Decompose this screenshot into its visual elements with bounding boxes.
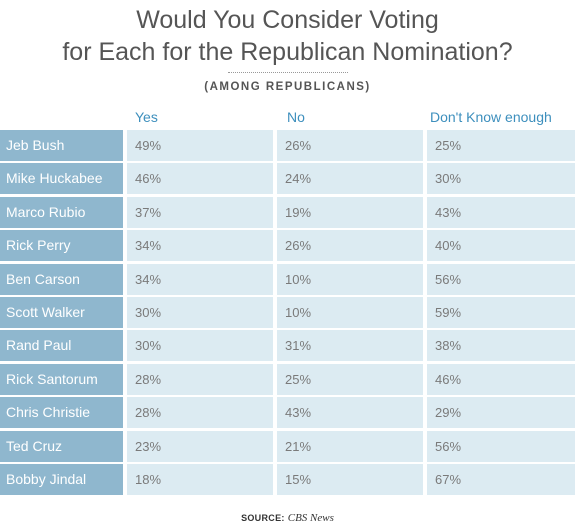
candidate-name-cell: Rick Perry — [0, 230, 123, 262]
yes-value-cell: 49% — [127, 130, 273, 161]
no-value-cell: 26% — [277, 130, 423, 161]
no-value-cell: 19% — [277, 196, 423, 228]
table-row: Rick Santorum 28% 25% 46% — [0, 363, 575, 395]
table-row: Ben Carson 34% 10% 56% — [0, 263, 575, 295]
table-row: Mike Huckabee 46% 24% 30% — [0, 163, 575, 195]
chart-title-line-2: for Each for the Republican Nomination? — [62, 38, 513, 66]
candidate-name-cell: Bobby Jindal — [0, 463, 123, 495]
no-value-cell: 43% — [277, 397, 423, 429]
yes-value-cell: 18% — [127, 463, 273, 495]
yes-value-cell: 23% — [127, 430, 273, 462]
dont-know-value-cell: 46% — [427, 363, 575, 395]
results-table: Jeb Bush 49% 26% 25% Mike Huckabee 46% 24% 30% M… — [0, 130, 575, 497]
no-value-cell: 26% — [277, 230, 423, 262]
table-row: Bobby Jindal 18% 15% 67% — [0, 463, 575, 495]
no-value-cell: 31% — [277, 330, 423, 362]
table-row: Marco Rubio 37% 19% 43% — [0, 196, 575, 228]
candidate-name-cell: Ted Cruz — [0, 430, 123, 462]
chart-title: Would You Consider Voting for Each for t… — [0, 4, 575, 68]
dont-know-value-cell: 40% — [427, 230, 575, 262]
no-value-cell: 24% — [277, 163, 423, 195]
no-value-cell: 15% — [277, 463, 423, 495]
dont-know-value-cell: 30% — [427, 163, 575, 195]
dont-know-value-cell: 59% — [427, 296, 575, 328]
column-header-dont-know: Don't Know enough — [430, 109, 552, 125]
dont-know-value-cell: 29% — [427, 397, 575, 429]
yes-value-cell: 46% — [127, 163, 273, 195]
yes-value-cell: 34% — [127, 263, 273, 295]
title-divider — [228, 72, 348, 73]
candidate-name-cell: Jeb Bush — [0, 130, 123, 161]
source-value: CBS News — [287, 512, 334, 524]
dont-know-value-cell: 67% — [427, 463, 575, 495]
candidate-name-cell: Chris Christie — [0, 397, 123, 429]
no-value-cell: 10% — [277, 296, 423, 328]
no-value-cell: 21% — [277, 430, 423, 462]
yes-value-cell: 37% — [127, 196, 273, 228]
yes-value-cell: 30% — [127, 296, 273, 328]
source-label: SOURCE: — [241, 513, 285, 523]
no-value-cell: 10% — [277, 263, 423, 295]
candidate-name-cell: Ben Carson — [0, 263, 123, 295]
candidate-name-cell: Scott Walker — [0, 296, 123, 328]
candidate-name-cell: Marco Rubio — [0, 196, 123, 228]
yes-value-cell: 34% — [127, 230, 273, 262]
yes-value-cell: 30% — [127, 330, 273, 362]
table-row: Rand Paul 30% 31% 38% — [0, 330, 575, 362]
dont-know-value-cell: 25% — [427, 130, 575, 161]
table-row: Scott Walker 30% 10% 59% — [0, 296, 575, 328]
table-row: Ted Cruz 23% 21% 56% — [0, 430, 575, 462]
candidate-name-cell: Mike Huckabee — [0, 163, 123, 195]
dont-know-value-cell: 38% — [427, 330, 575, 362]
candidate-name-cell: Rick Santorum — [0, 363, 123, 395]
candidate-name-cell: Rand Paul — [0, 330, 123, 362]
chart-title-line-1: Would You Consider Voting — [136, 6, 439, 34]
table-row: Chris Christie 28% 43% 29% — [0, 397, 575, 429]
yes-value-cell: 28% — [127, 397, 273, 429]
column-header-no: No — [287, 109, 305, 125]
dont-know-value-cell: 56% — [427, 263, 575, 295]
no-value-cell: 25% — [277, 363, 423, 395]
table-row: Rick Perry 34% 26% 40% — [0, 230, 575, 262]
yes-value-cell: 28% — [127, 363, 273, 395]
source-line: SOURCE: CBS News — [0, 512, 575, 524]
chart-subtitle: (AMONG REPUBLICANS) — [204, 81, 371, 93]
column-header-yes: Yes — [135, 109, 158, 125]
table-row: Jeb Bush 49% 26% 25% — [0, 130, 575, 161]
dont-know-value-cell: 56% — [427, 430, 575, 462]
dont-know-value-cell: 43% — [427, 196, 575, 228]
